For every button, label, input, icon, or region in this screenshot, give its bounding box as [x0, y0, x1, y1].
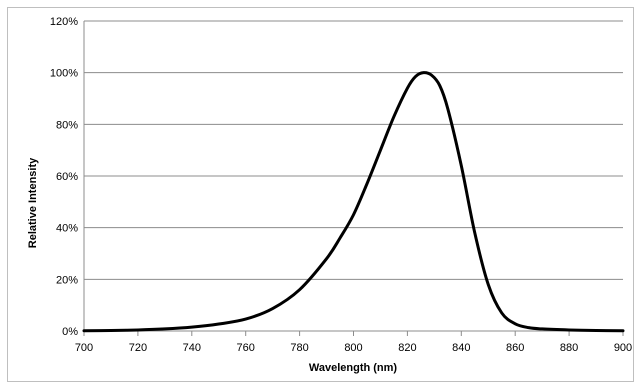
y-tick-labels: 0% 20% 40% 60% 80% 100% 120% [50, 16, 78, 338]
y-tick-label: 100% [50, 68, 78, 80]
x-tick-label: 720 [129, 342, 147, 354]
y-tick-label: 80% [56, 119, 78, 131]
x-axis-title: Wavelength (nm) [309, 362, 398, 374]
y-tick-label: 20% [56, 274, 78, 286]
y-axis-title: Relative Intensity [27, 157, 39, 248]
x-tick-label: 800 [344, 342, 362, 354]
x-tick-label: 900 [614, 342, 632, 354]
chart-frame [7, 7, 634, 382]
x-tick-label: 880 [560, 342, 578, 354]
x-tick-label: 700 [75, 342, 93, 354]
series-line [82, 71, 625, 333]
x-tick-label: 740 [183, 342, 201, 354]
y-tick-label: 120% [50, 16, 78, 28]
y-tick-label: 40% [56, 223, 78, 235]
x-tick-label: 840 [452, 342, 470, 354]
y-tick-label: 0% [62, 326, 78, 338]
x-tick-label: 820 [398, 342, 416, 354]
y-tick-label: 60% [56, 171, 78, 183]
x-tick-labels: 700 720 740 760 780 800 820 840 860 880 900 [75, 342, 632, 354]
x-tick-marks [83, 331, 624, 336]
gridlines [84, 20, 623, 280]
x-tick-label: 760 [237, 342, 255, 354]
x-tick-label: 780 [290, 342, 308, 354]
x-tick-label: 860 [506, 342, 524, 354]
